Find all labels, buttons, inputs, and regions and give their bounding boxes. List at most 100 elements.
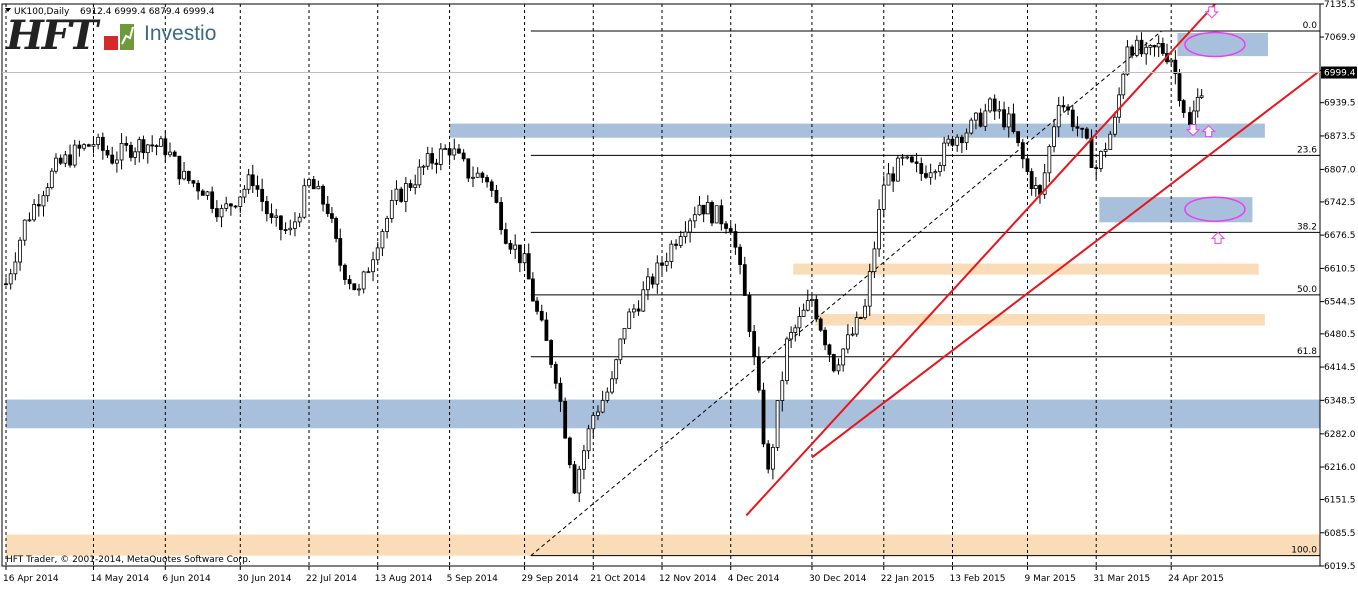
- y-tick-label: 6414.5: [1324, 363, 1356, 373]
- candle-body: [827, 344, 832, 355]
- candle-body: [494, 190, 499, 203]
- candle-body: [214, 208, 219, 218]
- candle-body: [1125, 46, 1130, 75]
- candle-body: [863, 305, 867, 319]
- candle-body: [891, 173, 896, 182]
- candle-body: [714, 205, 719, 224]
- fib-swing-line: [530, 30, 1163, 557]
- candle-body: [761, 389, 766, 445]
- candle-body: [535, 300, 539, 312]
- up-arrow-icon: [1201, 124, 1216, 138]
- candle-body: [238, 196, 243, 207]
- header-dropdown-icon: [5, 8, 11, 12]
- candle-body: [105, 149, 110, 156]
- candle-body: [1121, 73, 1126, 96]
- candle-body: [701, 204, 706, 215]
- candle-body: [489, 181, 494, 191]
- fib-level-label: 61.8: [1297, 347, 1317, 357]
- candle-body: [347, 279, 352, 285]
- blue-zone: [6, 399, 1320, 429]
- candle-body: [719, 205, 724, 225]
- candle-body: [969, 119, 974, 134]
- candle-body: [219, 208, 224, 218]
- candle-body: [1139, 39, 1144, 55]
- candle-body: [983, 110, 988, 127]
- candle-body: [191, 180, 196, 184]
- candle-body: [646, 276, 650, 291]
- candle-body: [886, 173, 891, 186]
- candle-body: [553, 364, 558, 384]
- candle-body: [177, 155, 182, 180]
- candle-body: [586, 428, 591, 452]
- candle-body: [831, 354, 836, 372]
- candle-body: [655, 262, 660, 285]
- candle-body: [664, 261, 669, 266]
- x-tick-label: 13 Feb 2015: [950, 574, 1006, 584]
- candle-body: [1152, 44, 1157, 48]
- candle-body: [1016, 131, 1021, 144]
- brand-mark-icon: [104, 24, 134, 50]
- orange-zone: [793, 263, 1259, 275]
- candle-body: [325, 203, 330, 214]
- candle-body: [1033, 185, 1038, 189]
- candle-body: [22, 219, 27, 241]
- candle-body: [1098, 151, 1103, 169]
- orange-zone: [6, 534, 1320, 556]
- candle-body: [480, 172, 485, 178]
- candle-body: [168, 151, 172, 156]
- candle-body: [1160, 43, 1165, 54]
- candle-body: [357, 288, 361, 291]
- candle-body: [471, 176, 475, 179]
- candle-body: [775, 400, 780, 448]
- candle-body: [582, 450, 586, 470]
- candle-body: [544, 319, 549, 341]
- candle-body: [674, 243, 678, 246]
- candle-body: [1188, 112, 1192, 125]
- candle-body: [330, 213, 334, 219]
- candle-body: [683, 231, 688, 237]
- candle-body: [955, 136, 960, 146]
- candle-body: [669, 243, 674, 262]
- copyright-text: HFT Trader, © 2001-2014, MetaQuotes Soft…: [6, 555, 251, 565]
- candle-body: [371, 259, 375, 273]
- candle-body: [1156, 43, 1161, 48]
- candle-body: [785, 338, 789, 382]
- y-tick-label: 6807.0: [1324, 165, 1356, 175]
- candle-body: [145, 144, 150, 154]
- candle-body: [818, 318, 823, 331]
- candle-body: [389, 200, 394, 219]
- candle-body: [801, 309, 806, 317]
- candle-body: [793, 327, 798, 333]
- x-tick-label: 30 Dec 2014: [809, 574, 867, 584]
- up-arrow-icon: [1210, 231, 1226, 244]
- candle-body: [1047, 146, 1052, 174]
- x-tick-label: 9 Mar 2015: [1024, 574, 1075, 584]
- candle-body: [530, 278, 535, 302]
- candle-body: [246, 174, 251, 190]
- candle-body: [210, 191, 215, 209]
- candle-body: [605, 391, 610, 401]
- candle-body: [196, 182, 201, 192]
- candle-body: [1117, 94, 1122, 118]
- candle-body: [1020, 142, 1025, 160]
- candle-body: [1029, 171, 1034, 189]
- candle-body: [841, 348, 846, 366]
- y-tick-label: 6151.5: [1324, 496, 1356, 506]
- candle-body: [129, 144, 133, 158]
- x-tick-label: 22 Jan 2015: [881, 574, 935, 584]
- candle-body: [119, 142, 124, 161]
- candle-body: [526, 253, 531, 280]
- brand-logo-text: HFT: [6, 12, 98, 59]
- blue-zone: [1099, 197, 1253, 223]
- x-tick-label: 14 May 2014: [90, 574, 149, 584]
- candle-body: [610, 378, 614, 393]
- x-tick-label: 13 Aug 2014: [375, 574, 433, 584]
- candle-body: [549, 340, 554, 365]
- grid-layer: [5, 4, 1172, 566]
- candle-body: [224, 203, 229, 209]
- candle-body: [513, 244, 518, 250]
- candle-body: [182, 170, 186, 180]
